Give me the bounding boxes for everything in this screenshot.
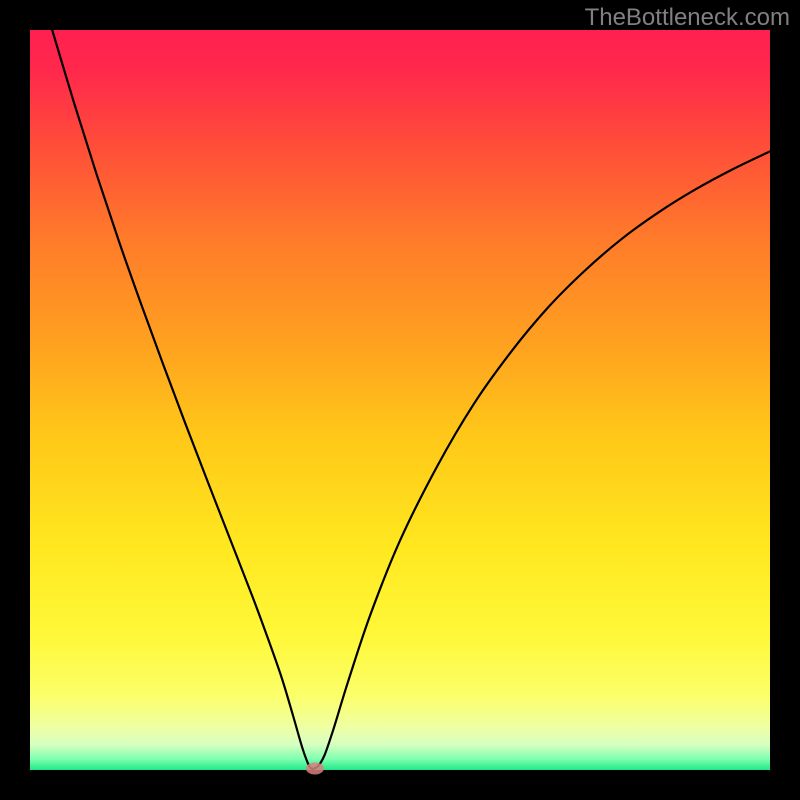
chart-container: TheBottleneck.com — [0, 0, 800, 800]
plot-background — [30, 30, 770, 770]
watermark-label: TheBottleneck.com — [585, 4, 790, 32]
minimum-marker — [306, 763, 324, 775]
bottleneck-chart — [0, 0, 800, 800]
